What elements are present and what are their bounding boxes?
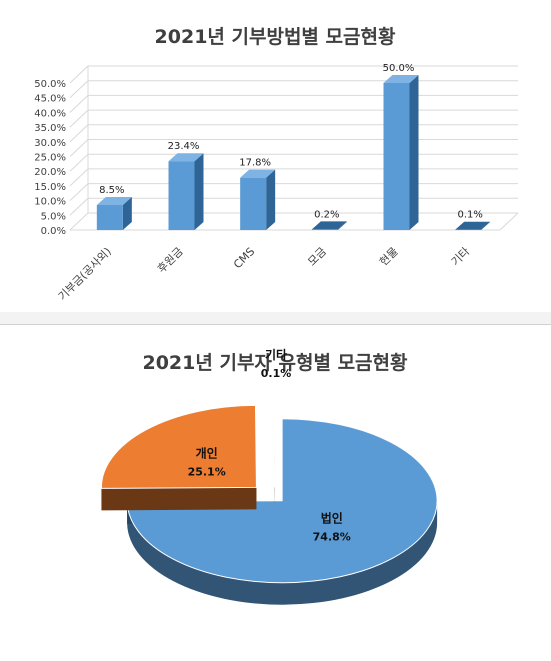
y-tick-label: 45.0%: [34, 94, 66, 105]
pie-slice-label: 기타: [265, 347, 287, 362]
y-tick-label: 40.0%: [34, 108, 66, 119]
y-tick-label: 5.0%: [41, 211, 66, 222]
pie-slice: [274, 405, 275, 509]
bar-front: [97, 205, 123, 230]
grid-line-depth: [70, 66, 88, 83]
panel-divider: [0, 312, 551, 324]
pie-slice-percent: 25.1%: [188, 466, 226, 479]
bar-side: [410, 75, 419, 230]
y-tick-label: 35.0%: [34, 123, 66, 134]
y-tick-label: 50.0%: [34, 79, 66, 90]
floor-right-edge: [500, 213, 518, 230]
grid-line-depth: [70, 95, 88, 112]
grid-line-depth: [70, 81, 88, 98]
y-tick-label: 0.0%: [41, 226, 66, 237]
category-label: 기타: [449, 245, 473, 269]
pie-slice-top: [274, 405, 275, 487]
grid-line-depth: [70, 213, 88, 230]
pie-slice-percent: 0.1%: [261, 367, 292, 380]
grid-line-depth: [70, 110, 88, 127]
data-label: 8.5%: [99, 185, 124, 196]
grid-line-depth: [70, 169, 88, 186]
pie-slice-edge: [101, 487, 256, 510]
bar-side: [195, 153, 204, 230]
bar-chart-panel: 2021년 기부방법별 모금현황 0.0% 5.0% 10.0% 15.0% 20.0%…: [0, 0, 551, 312]
y-tick-label: 30.0%: [34, 138, 66, 149]
grid-line-depth: [70, 198, 88, 215]
y-tick-label: 15.0%: [34, 182, 66, 193]
grid-line-depth: [70, 184, 88, 201]
category-label: 후원금: [155, 245, 186, 276]
data-label: 50.0%: [383, 63, 415, 74]
pie-slice: [101, 405, 256, 510]
category-label: 모금: [305, 245, 329, 269]
y-tick-label: 10.0%: [34, 197, 66, 208]
bar-side: [266, 170, 275, 230]
bar-top: [312, 221, 347, 229]
category-label: 현물: [377, 245, 401, 269]
y-tick-label: 20.0%: [34, 167, 66, 178]
grid-line-depth: [70, 125, 88, 142]
bar: [312, 221, 347, 230]
grid-line-depth: [70, 140, 88, 157]
pie-slice-label: 개인: [196, 446, 218, 461]
data-label: 0.1%: [457, 210, 482, 221]
bar: [384, 75, 419, 230]
bar-chart: 2021년 기부방법별 모금현황 0.0% 5.0% 10.0% 15.0% 20.0%…: [0, 0, 551, 312]
pie-slice-top: [101, 405, 256, 488]
bar-front: [240, 178, 266, 230]
bar-front: [169, 161, 195, 230]
data-label: 0.2%: [314, 209, 339, 220]
category-label: 기부금(공사외): [56, 245, 114, 303]
y-tick-label: 25.0%: [34, 153, 66, 164]
bar-front: [384, 83, 410, 230]
bar-top: [455, 222, 490, 230]
pie-slice-percent: 74.8%: [313, 531, 351, 544]
data-label: 17.8%: [239, 158, 271, 169]
data-label: 23.4%: [168, 141, 200, 152]
bar: [455, 222, 490, 230]
bar: [97, 197, 132, 230]
bar-chart-title: 2021년 기부방법별 모금현황: [155, 25, 396, 48]
grid-line-depth: [70, 154, 88, 171]
bar-front: [312, 229, 338, 230]
pie-slice-label: 법인: [321, 511, 343, 526]
bar: [240, 170, 275, 230]
category-label: CMS: [231, 245, 257, 271]
bar: [169, 153, 204, 230]
